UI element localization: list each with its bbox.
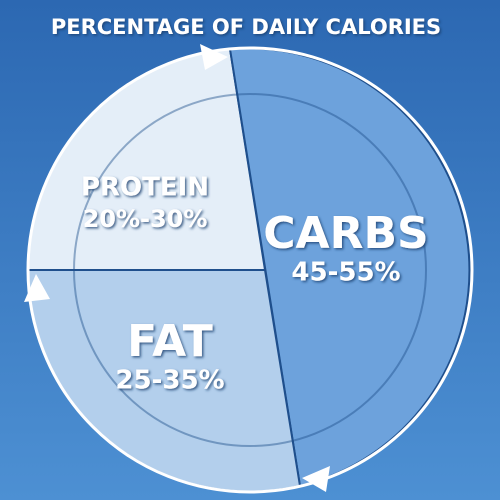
segment-label: PROTEIN [81, 173, 209, 203]
segment-label: CARBS [263, 208, 428, 259]
title: PERCENTAGE OF DAILY CALORIES [51, 15, 441, 39]
arrow-bottom [302, 466, 330, 492]
arrow-top [200, 44, 228, 70]
outer-ring [26, 46, 474, 494]
segment-range: 20%-30% [83, 205, 208, 233]
inner-ring [73, 93, 427, 447]
segment-range: 45-55% [291, 258, 400, 288]
segment-range: 25-35% [115, 366, 224, 396]
segment-label: FAT [127, 316, 213, 367]
arrow-left [24, 274, 50, 302]
